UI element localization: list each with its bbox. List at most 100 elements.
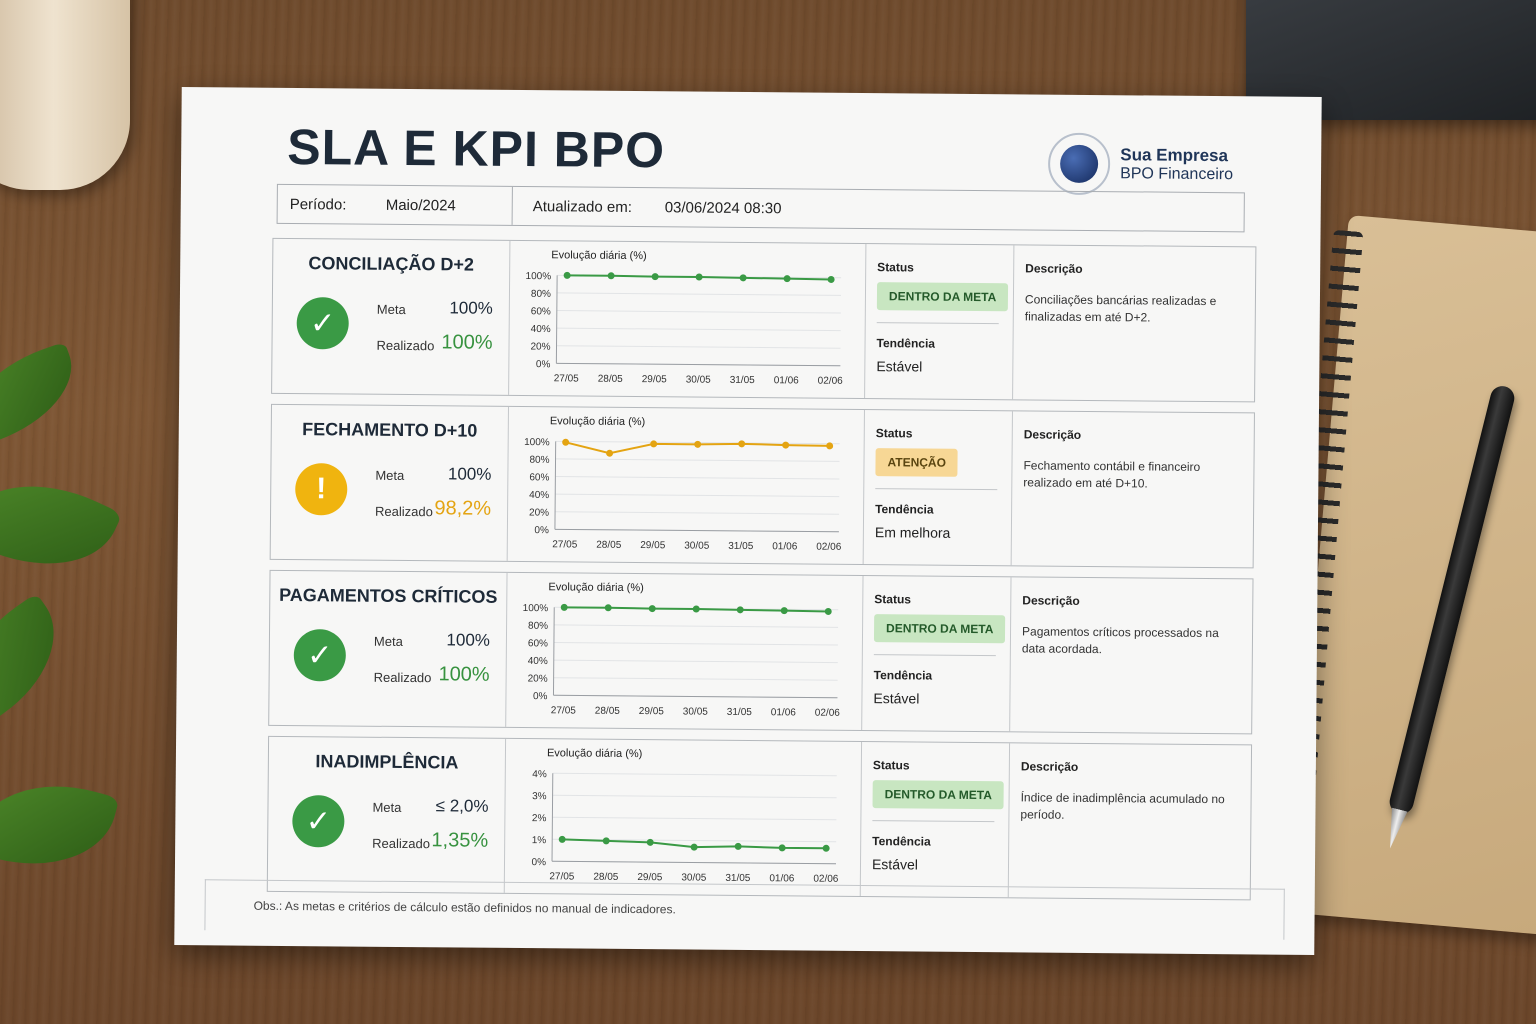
trend-value: Estável (876, 358, 923, 375)
data-point (827, 275, 835, 283)
y-tick-label: 40% (529, 490, 549, 501)
status-label: Status (877, 260, 914, 275)
x-tick-label: 28/05 (593, 872, 619, 883)
kpi-status: Status DENTRO DA META Tendência Estável (859, 741, 1011, 898)
x-tick-label: 29/05 (640, 540, 666, 551)
y-tick-label: 0% (532, 857, 547, 868)
status-badge: ATENÇÃO (875, 448, 959, 477)
x-tick-label: 31/05 (727, 707, 753, 718)
status-badge: DENTRO DA META (876, 282, 1009, 312)
daily-chart: Evolução diária (%) 0% 1% 2% 3% 4% 27/05 28/05… (503, 738, 863, 896)
data-point (822, 844, 830, 852)
logo-subtitle: BPO Financeiro (1120, 165, 1234, 184)
description-text: Fechamento contábil e financeiro realiza… (1023, 458, 1201, 491)
line-chart: 0% 20% 40% 60% 80% 100% 27/05 28/05 29/05 30/05 31… (525, 271, 843, 387)
notebook (1277, 215, 1536, 935)
x-axis (553, 694, 838, 699)
y-tick-label: 100% (524, 437, 550, 448)
y-tick-label: 20% (529, 507, 549, 518)
y-axis (552, 607, 555, 696)
realizado-label: Realizado (376, 337, 435, 354)
status-label: Status (875, 426, 913, 441)
meta-value: 100% (447, 464, 492, 484)
x-tick-label: 27/05 (549, 871, 575, 882)
data-point (694, 440, 702, 448)
data-point (780, 607, 788, 615)
x-axis (552, 860, 837, 865)
kpi-description: Descrição Fechamento contábil e financei… (1011, 411, 1254, 567)
y-tick-label: 0% (533, 691, 548, 702)
meta-label: Meta (376, 301, 406, 318)
kpi-title: PAGAMENTOS CRÍTICOS (279, 584, 498, 607)
trend-value: Estável (873, 690, 920, 707)
meta-value: 100% (446, 630, 491, 650)
data-point (604, 604, 612, 612)
data-point (690, 843, 698, 851)
gridline (556, 292, 841, 296)
x-tick-label: 30/05 (686, 374, 712, 385)
trend-value: Em melhora (874, 524, 951, 541)
kpi-status: Status DENTRO DA META Tendência Estável (861, 576, 1012, 732)
kpi-summary: PAGAMENTOS CRÍTICOS ✓ Meta 100% Realizad… (269, 570, 508, 727)
coffee-mug (0, 0, 130, 190)
x-tick-label: 02/06 (813, 874, 839, 885)
data-point (826, 442, 834, 450)
x-tick-label: 30/05 (684, 540, 710, 551)
data-point (602, 837, 610, 845)
meta-value: ≤ 2,0% (435, 796, 489, 816)
x-axis (556, 362, 841, 367)
data-point (651, 273, 659, 281)
report-sheet: SLA E KPI BPO Sua Empresa BPO Financeiro… (174, 87, 1322, 955)
period-label: Período: (289, 195, 347, 213)
y-tick-label: 20% (528, 673, 548, 684)
data-point (739, 274, 747, 282)
kpi-card: CONCILIAÇÃO D+2 ✓ Meta 100% Realizado 10… (271, 237, 1257, 403)
kpi-summary: INADIMPLÊNCIA ✓ Meta ≤ 2,0% Realizado 1,… (267, 736, 507, 893)
data-point (648, 605, 656, 613)
description-text: Conciliações bancárias realizadas e fina… (1024, 292, 1217, 325)
description-label: Descrição (1023, 427, 1082, 442)
x-tick-label: 30/05 (681, 872, 707, 883)
data-point (695, 273, 703, 281)
status-badge: DENTRO DA META (872, 780, 1005, 810)
gridline (553, 659, 838, 664)
check-icon: ✓ (292, 795, 345, 848)
kpi-summary: CONCILIAÇÃO D+2 ✓ Meta 100% Realizado 10… (272, 238, 511, 395)
realizado-label: Realizado (375, 503, 433, 520)
data-point (734, 842, 742, 850)
y-tick-label: 100% (525, 271, 551, 282)
y-tick-label: 3% (532, 791, 547, 802)
data-point (778, 844, 786, 852)
x-tick-label: 29/05 (642, 374, 668, 385)
trend-label: Tendência (876, 336, 936, 351)
y-tick-label: 80% (529, 455, 549, 466)
data-point (606, 449, 614, 457)
data-point (560, 603, 568, 611)
realizado-value: 100% (438, 663, 490, 686)
data-point (738, 440, 746, 448)
gridline (555, 511, 840, 515)
gridline (554, 624, 839, 628)
gridline (552, 816, 837, 821)
data-point (736, 606, 744, 614)
realizado-value: 98,2% (434, 497, 492, 520)
x-tick-label: 02/06 (816, 542, 842, 553)
daily-chart: Evolução diária (%) 0% 20% 40% 60% 80% 100% 27… (505, 572, 864, 731)
data-point (692, 605, 700, 613)
gridline (553, 677, 838, 681)
y-axis (551, 773, 554, 862)
data-point (782, 441, 790, 449)
x-tick-label: 28/05 (596, 540, 622, 551)
meta-label: Meta (373, 633, 403, 649)
gridline (556, 310, 841, 314)
x-tick-label: 27/05 (552, 539, 578, 550)
x-tick-label: 01/06 (774, 375, 800, 386)
y-tick-label: 40% (528, 656, 548, 667)
data-point (607, 272, 615, 280)
x-axis (554, 528, 839, 533)
kpi-status: Status ATENÇÃO Tendência Em melhora (862, 410, 1013, 566)
x-tick-label: 29/05 (639, 706, 665, 717)
y-tick-label: 60% (529, 472, 549, 483)
y-tick-label: 1% (532, 835, 547, 846)
description-text: Índice de inadimplência acumulado no per… (1020, 790, 1225, 822)
